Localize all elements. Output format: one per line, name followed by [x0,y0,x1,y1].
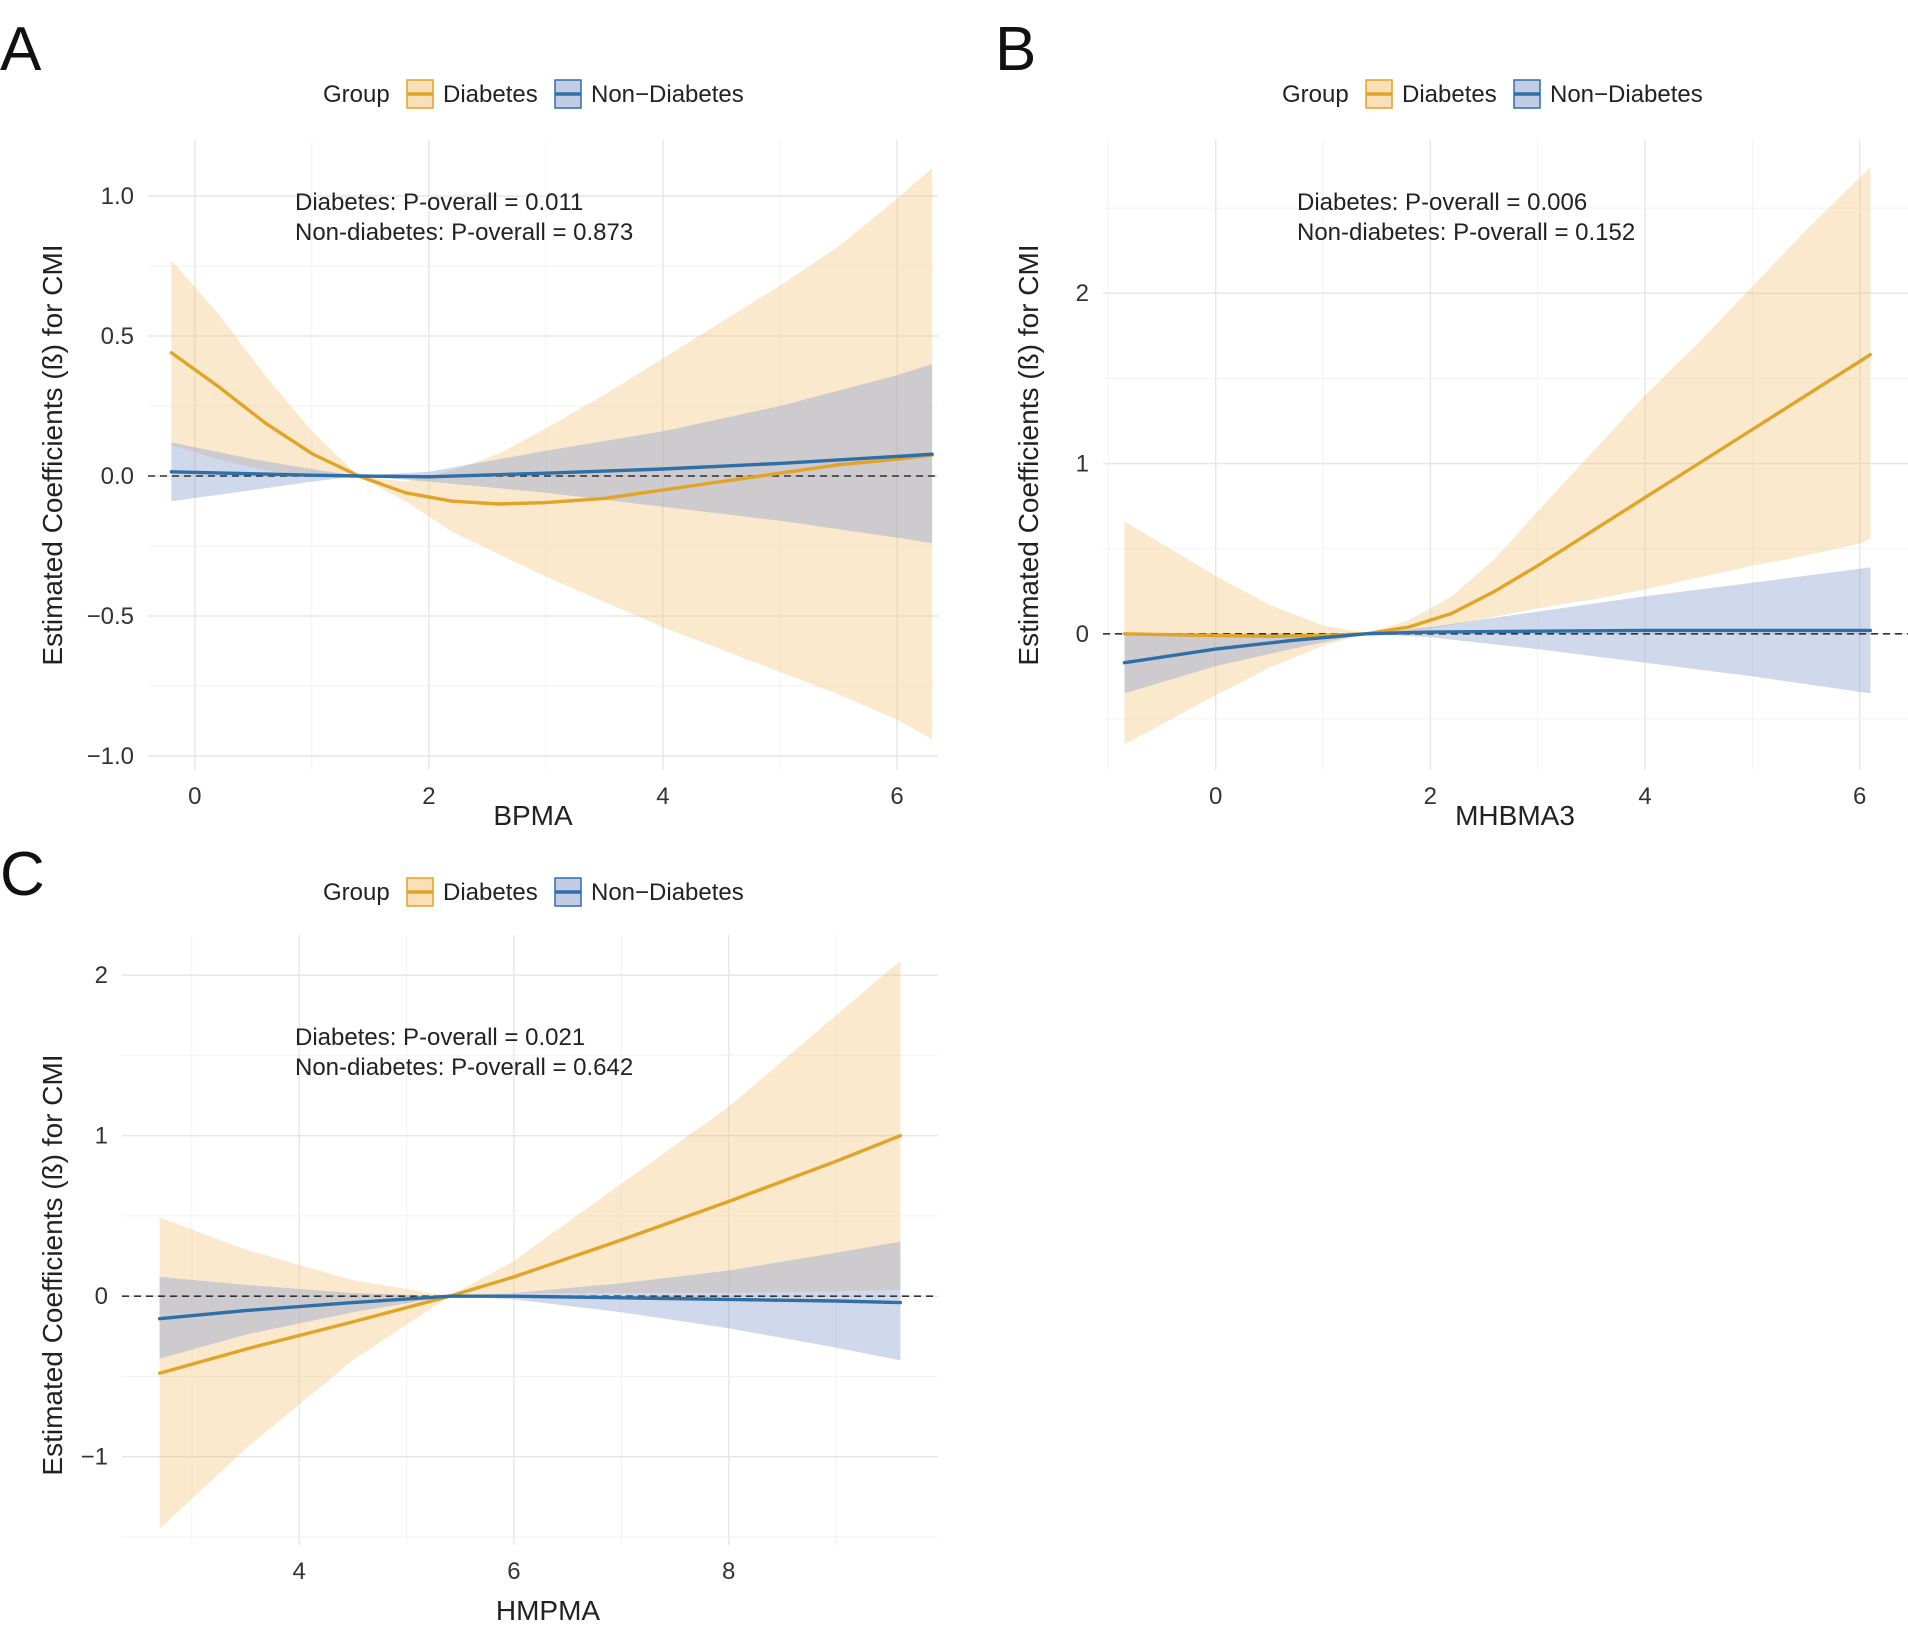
ci-band-diabetes [1124,167,1871,745]
series-line-non-diabetes [169,452,934,479]
x-tick-label: 0 [1209,783,1222,810]
x-tick-label: 6 [507,1558,520,1585]
panel-b: B Group Diabetes Non−Diabetes Diabetes: P-ov… [995,15,1908,831]
y-tick-label: 1 [95,1123,108,1150]
y-tick-label: 0 [1076,621,1089,648]
gridlines [122,935,938,1545]
y-tick-label: 1 [1076,451,1089,478]
series-line-diabetes [169,351,934,506]
ci-band-diabetes [159,960,901,1529]
panel-label: B [995,15,1036,84]
legend-key-diabetes [406,79,434,109]
p-value-annotation: Non-diabetes: P-overall = 0.873 [295,219,633,246]
panel-label: C [0,840,45,909]
legend-title: Group [1282,81,1349,108]
y-tick-label: 2 [95,962,108,989]
legend-entry-non-diabetes: Non−Diabetes [591,879,744,906]
x-tick-label: 0 [188,783,201,810]
p-value-annotation: Diabetes: P-overall = 0.011 [295,189,583,216]
p-value-annotation: Non-diabetes: P-overall = 0.152 [1297,219,1635,246]
series-line-non-diabetes [157,1294,903,1321]
x-axis-label: MHBMA3 [1455,800,1575,831]
y-tick-label: 2 [1076,280,1089,307]
y-axis-label: Estimated Coefficients (ß) for CMI [37,244,68,665]
p-value-annotation: Diabetes: P-overall = 0.006 [1297,189,1587,216]
y-axis-label: Estimated Coefficients (ß) for CMI [1013,244,1044,665]
x-axis-label: HMPMA [496,1595,601,1626]
y-tick-label: 0 [95,1283,108,1310]
x-tick-label: 4 [1638,783,1651,810]
x-tick-label: 2 [422,783,435,810]
series-line-non-diabetes [1122,628,1873,665]
legend: Group Diabetes Non−Diabetes [1282,79,1703,109]
legend: Group Diabetes Non−Diabetes [323,79,744,109]
legend-key-non-diabetes [1513,79,1541,109]
y-tick-label: −1 [81,1444,108,1471]
ci-band-non-diabetes [159,1241,901,1361]
y-tick-label: 0.0 [101,463,134,490]
x-tick-label: 6 [890,783,903,810]
legend-entry-non-diabetes: Non−Diabetes [1550,81,1703,108]
legend-key-diabetes [406,877,434,907]
legend-key-diabetes [1365,79,1393,109]
x-tick-label: 2 [1424,783,1437,810]
ci-band-non-diabetes [171,364,933,544]
y-tick-label: 1.0 [101,183,134,210]
x-axis-label: BPMA [493,800,573,831]
legend-title: Group [323,81,390,108]
panel-label: A [0,15,42,84]
y-axis-label: Estimated Coefficients (ß) for CMI [37,1054,68,1475]
legend-title: Group [323,879,390,906]
legend-entry-diabetes: Diabetes [443,879,538,906]
x-tick-label: 4 [656,783,669,810]
series-line-diabetes [1122,352,1873,638]
ci-band-diabetes [171,168,933,740]
p-value-annotation: Non-diabetes: P-overall = 0.642 [295,1054,633,1081]
legend-entry-diabetes: Diabetes [443,81,538,108]
panel-a: A Group Diabetes Non−Diabetes Diabetes: P-ov… [0,15,938,831]
legend: Group Diabetes Non−Diabetes [323,877,744,907]
y-tick-label: −0.5 [87,603,134,630]
legend-key-non-diabetes [554,877,582,907]
x-tick-label: 6 [1853,783,1866,810]
legend-entry-diabetes: Diabetes [1402,81,1497,108]
panel-c: C Group Diabetes Non−Diabetes Diabetes: P-ov… [0,840,938,1626]
legend-key-non-diabetes [554,79,582,109]
y-tick-label: 0.5 [101,323,134,350]
x-tick-label: 4 [292,1558,305,1585]
p-value-annotation: Diabetes: P-overall = 0.021 [295,1024,585,1051]
legend-entry-non-diabetes: Non−Diabetes [591,81,744,108]
series-line-diabetes [157,1133,903,1375]
x-tick-label: 8 [722,1558,735,1585]
y-tick-label: −1.0 [87,743,134,770]
